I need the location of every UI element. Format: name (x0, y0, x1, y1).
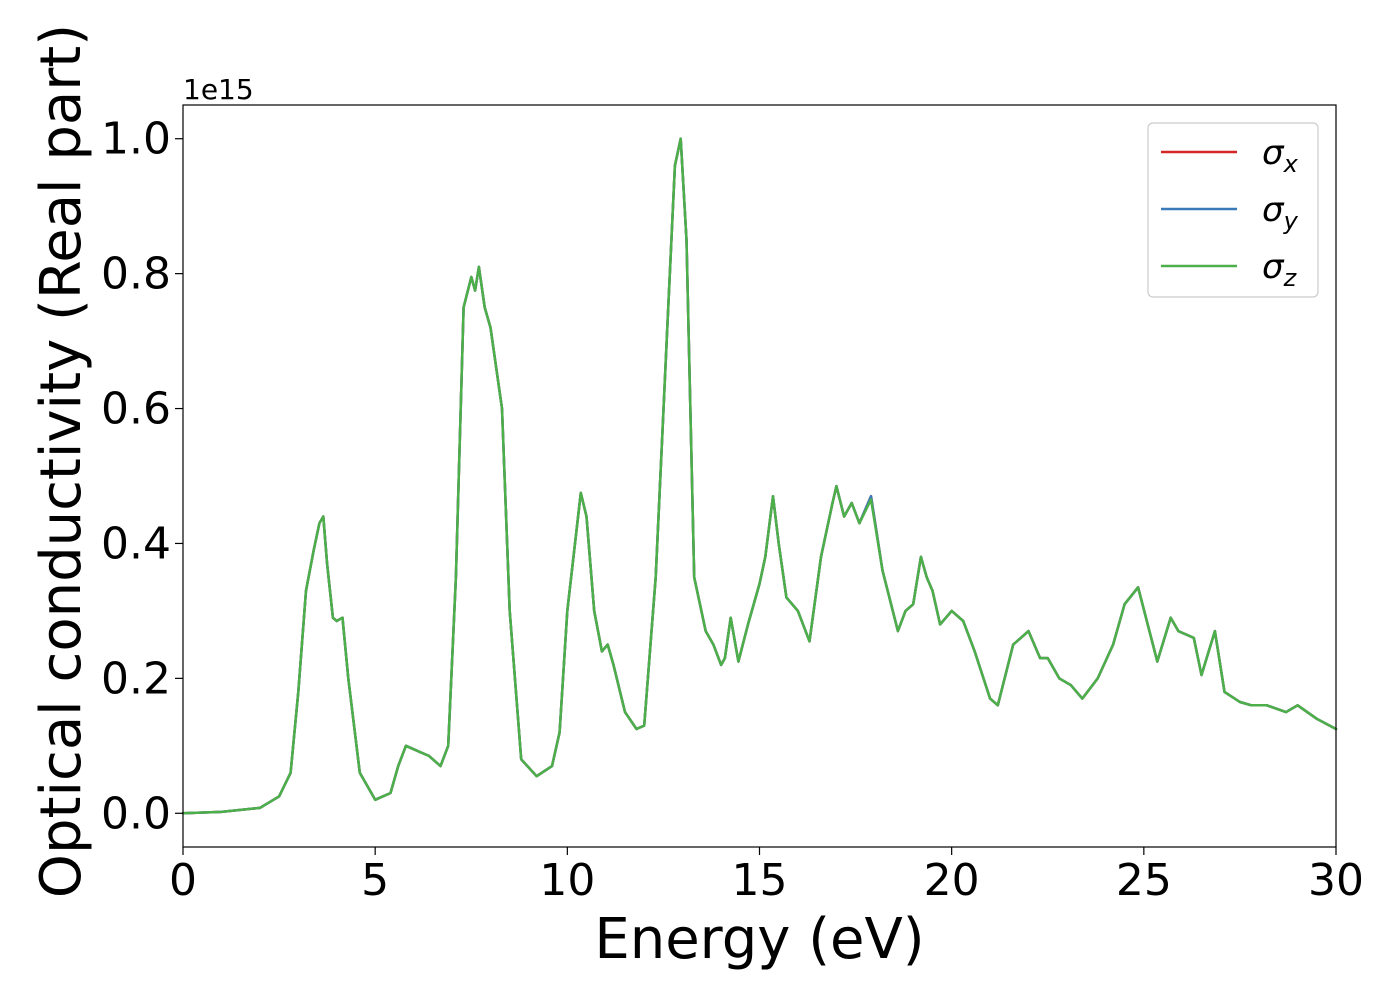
legend-subscript: z (1283, 264, 1298, 292)
legend-subscript: y (1283, 207, 1299, 235)
y-tick-label: 0.2 (101, 653, 171, 704)
y-offset-label: 1e15 (183, 73, 254, 106)
y-tick-label: 1.0 (101, 114, 171, 165)
x-tick-label: 5 (361, 855, 389, 906)
x-tick-label: 30 (1308, 855, 1364, 906)
legend-subscript: x (1283, 150, 1299, 178)
y-tick-label: 0.8 (101, 249, 171, 300)
y-tick-label: 0.0 (101, 788, 171, 839)
x-tick-label: 15 (732, 855, 788, 906)
y-tick-label: 0.6 (101, 384, 171, 435)
series-line-z (181, 137, 1338, 815)
y-tick-label: 0.4 (101, 518, 171, 569)
y-axis-ticks: 0.0 0.2 0.4 0.6 0.8 1.0 (101, 114, 183, 839)
x-tick-label: 0 (169, 855, 197, 906)
x-axis-ticks: 0 5 10 15 20 25 30 (169, 847, 1364, 906)
series-layer (181, 137, 1338, 815)
x-axis-title: Energy (eV) (594, 907, 924, 972)
x-tick-label: 20 (924, 855, 980, 906)
x-tick-label: 25 (1116, 855, 1172, 906)
x-tick-label: 10 (539, 855, 595, 906)
y-axis-title: Optical conductivity (Real part) (29, 24, 94, 898)
